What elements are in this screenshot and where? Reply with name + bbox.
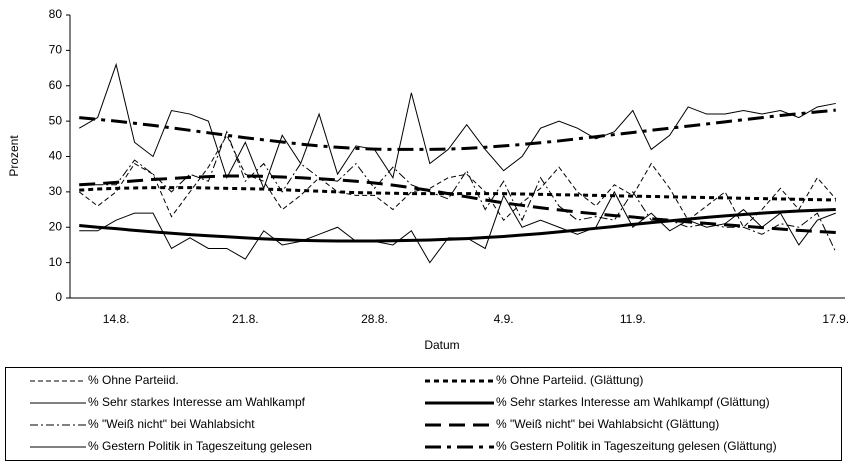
y-tick-label: 20 <box>49 219 63 233</box>
legend-label: % "Weiß nicht" bei Wahlabsicht <box>88 417 255 431</box>
legend-label: % Ohne Parteiid. <box>88 373 179 387</box>
y-tick-label: 30 <box>49 184 63 198</box>
x-tick-label: 28.8. <box>361 312 388 326</box>
y-tick-label: 60 <box>49 78 63 92</box>
legend-box <box>5 367 842 461</box>
x-tick-label: 21.8. <box>232 312 259 326</box>
y-tick-label: 10 <box>49 255 63 269</box>
y-tick-label: 0 <box>55 290 62 304</box>
legend-label: % Sehr starkes Interesse am Wahlkampf (G… <box>496 395 770 409</box>
series-line <box>78 134 837 229</box>
legend-label: % Gestern Politik in Tageszeitung gelese… <box>88 439 312 453</box>
legend-label: % Ohne Parteiid. (Glättung) <box>496 373 643 387</box>
series-line <box>79 190 836 264</box>
series-line <box>79 108 836 151</box>
legend-label: % Gestern Politik in Tageszeitung gelese… <box>496 439 777 453</box>
x-tick-label: 4.9. <box>494 312 514 326</box>
legend-label: % "Weiß nicht" bei Wahlabsicht (Glättung… <box>496 417 719 431</box>
series-line <box>78 62 836 190</box>
x-tick-label: 14.8. <box>103 312 130 326</box>
series-line <box>79 186 836 202</box>
series-line <box>79 174 836 235</box>
y-axis-label: Prozent <box>7 135 21 177</box>
y-tick-label: 50 <box>49 113 63 127</box>
y-tick-label: 40 <box>49 149 63 163</box>
y-tick-label: 80 <box>49 7 63 21</box>
x-tick-label: 11.9. <box>620 312 646 326</box>
legend-label: % Sehr starkes Interesse am Wahlkampf <box>88 395 306 409</box>
series-line <box>79 208 836 243</box>
x-axis-label: Datum <box>424 338 459 352</box>
y-tick-label: 70 <box>49 43 63 57</box>
x-tick-label: 17.9. <box>822 312 849 326</box>
